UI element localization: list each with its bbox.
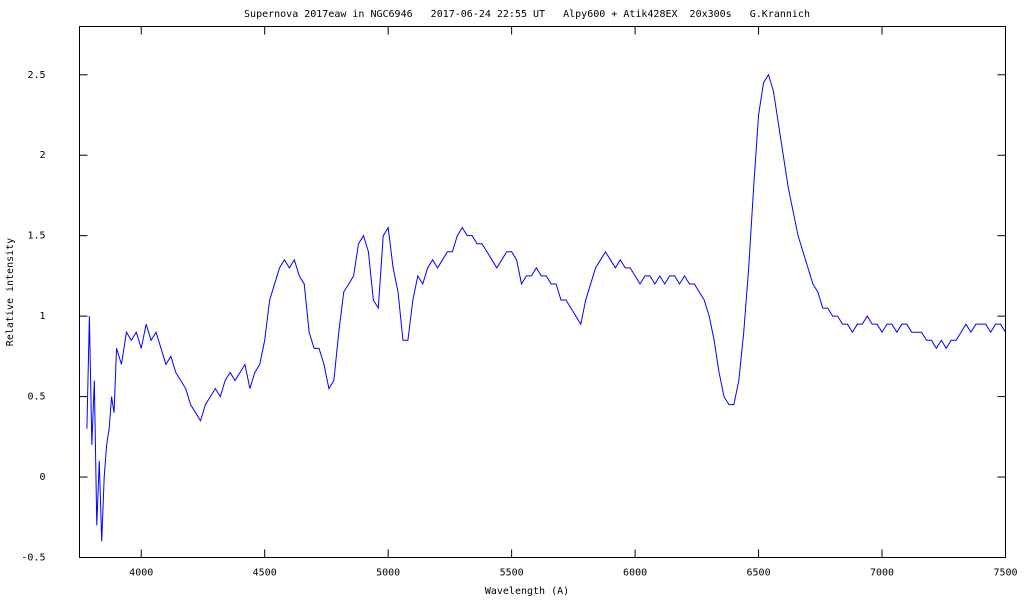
chart-title: Supernova 2017eaw in NGC6946 2017-06-24 … (244, 9, 810, 20)
x-tick-label: 6500 (747, 568, 771, 579)
x-tick-label: 4000 (129, 568, 153, 579)
y-tick-label: 1.5 (27, 231, 45, 242)
x-tick-label: 7000 (870, 568, 894, 579)
y-tick-label: 2.5 (27, 70, 45, 81)
x-tick-label: 5000 (376, 568, 400, 579)
x-tick-label: 7500 (993, 568, 1017, 579)
y-tick-label: 2 (39, 150, 45, 161)
x-tick-label: 5500 (500, 568, 524, 579)
y-axis-label: Relative intensity (5, 238, 16, 346)
spectrum-line (86, 73, 1006, 542)
plot-border (79, 26, 1006, 558)
y-tick-label: 0 (39, 472, 45, 483)
y-tick-label: 0.5 (27, 392, 45, 403)
y-tick-label: -0.5 (21, 553, 45, 564)
x-axis-label: Wavelength (A) (485, 586, 569, 597)
y-tick-label: 1 (39, 311, 45, 322)
x-tick-label: 4500 (253, 568, 277, 579)
x-tick-label: 6000 (623, 568, 647, 579)
